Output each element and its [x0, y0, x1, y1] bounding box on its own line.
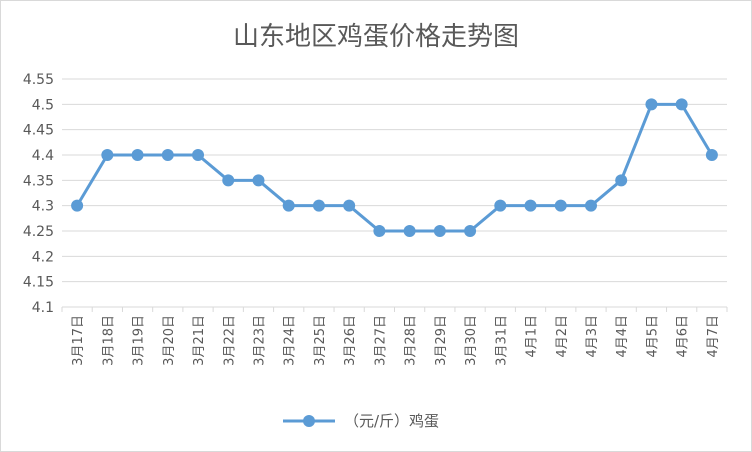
data-point	[403, 225, 416, 237]
x-tick-label: 4月3日	[585, 315, 600, 358]
legend-marker	[303, 415, 315, 427]
series-line-path	[75, 102, 714, 233]
data-point	[312, 199, 325, 212]
data-point	[705, 149, 718, 161]
y-axis-ticks: 4.1 4.15 4.2 4.25 4.3 4.35 4.4 4.45 4.5 4.55	[23, 72, 54, 316]
data-point	[71, 199, 84, 212]
x-tick-label: 4月6日	[676, 315, 691, 358]
x-tick-label: 3月19日	[132, 315, 147, 366]
x-tick-label: 3月24日	[283, 315, 298, 366]
x-tick-label: 4月4日	[615, 315, 630, 358]
x-tick-label: 4月2日	[555, 315, 570, 358]
data-point	[584, 199, 597, 212]
x-tick-label: 4月5日	[645, 315, 660, 358]
x-tick-label: 3月25日	[313, 315, 328, 366]
x-tick-label: 3月28日	[404, 315, 419, 366]
y-tick-label: 4.4	[32, 148, 54, 164]
data-point	[373, 225, 386, 237]
y-tick-label: 4.35	[23, 173, 54, 189]
x-tick-label: 3月22日	[222, 315, 237, 366]
series-line	[71, 98, 718, 237]
data-point	[524, 199, 537, 212]
x-tick-label: 3月29日	[434, 315, 449, 366]
y-tick-label: 4.2	[32, 249, 54, 265]
y-tick-label: 4.1	[32, 300, 54, 316]
data-point	[343, 199, 356, 212]
x-tick-label: 3月26日	[343, 315, 358, 366]
x-tick-label: 4月1日	[525, 315, 540, 358]
y-tick-label: 4.45	[23, 123, 54, 139]
x-tick-label: 3月31日	[494, 315, 509, 366]
legend-label: （元/斤）鸡蛋	[344, 412, 439, 430]
y-tick-label: 4.5	[32, 97, 54, 113]
data-point	[101, 149, 114, 161]
data-point	[282, 199, 295, 212]
data-point	[675, 98, 688, 111]
x-tick-label: 3月21日	[192, 315, 207, 366]
x-tick-label: 3月30日	[464, 315, 479, 366]
x-axis-ticks: 3月17日 3月18日 3月19日 3月20日 3月21日 3月22日 3月23日 3月24日…	[61, 307, 728, 366]
chart-title: 山东地区鸡蛋价格走势图	[232, 22, 519, 52]
data-point	[192, 149, 205, 161]
data-point	[554, 199, 567, 212]
data-point	[161, 149, 174, 161]
legend: （元/斤）鸡蛋	[283, 412, 439, 430]
y-tick-label: 4.3	[32, 199, 54, 215]
data-point	[433, 225, 446, 237]
x-tick-label: 3月17日	[71, 315, 86, 366]
data-point	[645, 98, 658, 111]
data-point	[494, 199, 507, 212]
x-tick-label: 3月18日	[101, 315, 116, 366]
data-point	[222, 174, 235, 187]
x-tick-label: 3月20日	[162, 315, 177, 366]
y-tick-label: 4.25	[23, 224, 54, 240]
x-tick-label: 4月7日	[706, 315, 721, 358]
data-point	[252, 174, 265, 187]
x-tick-label: 3月23日	[252, 315, 267, 366]
y-tick-label: 4.55	[23, 72, 54, 88]
data-point	[464, 225, 477, 237]
data-point	[131, 149, 144, 161]
grid-lines	[62, 78, 727, 308]
y-tick-label: 4.15	[23, 275, 54, 291]
x-tick-label: 3月27日	[373, 315, 388, 366]
data-point	[615, 174, 628, 187]
